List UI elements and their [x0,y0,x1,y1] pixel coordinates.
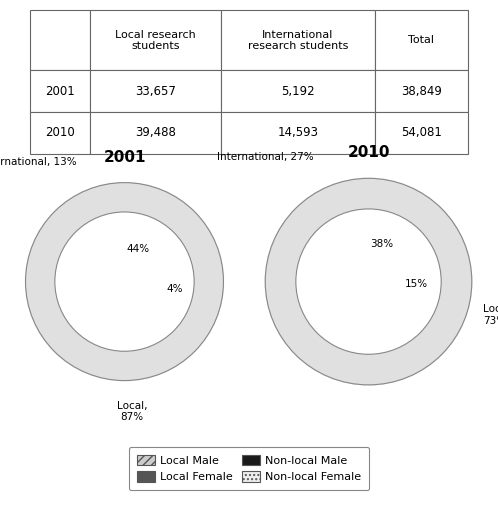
Wedge shape [297,282,418,354]
Wedge shape [55,234,150,351]
Wedge shape [310,209,369,282]
Wedge shape [296,239,369,291]
Text: 44%: 44% [126,244,149,254]
Legend: Local Male, Local Female, Non-local Male, Non-local Female: Local Male, Local Female, Non-local Male… [129,447,369,490]
Text: 9%: 9% [160,278,177,288]
Text: 12%: 12% [399,268,422,279]
Wedge shape [74,215,124,282]
Circle shape [55,212,194,351]
Title: 2010: 2010 [347,144,390,160]
Text: 15%: 15% [405,279,428,289]
Text: 38%: 38% [370,239,393,249]
Text: Local,
73%: Local, 73% [483,304,498,326]
Wedge shape [107,212,124,282]
Text: International, 27%: International, 27% [218,152,314,162]
Title: 2001: 2001 [103,150,146,164]
Wedge shape [124,212,194,346]
Wedge shape [369,209,441,334]
Circle shape [265,178,472,385]
Text: International, 13%: International, 13% [0,157,76,167]
Circle shape [25,183,224,380]
Text: 4%: 4% [166,284,183,293]
Text: 35%: 35% [387,256,410,266]
Text: Local,
87%: Local, 87% [117,401,147,422]
Circle shape [296,209,441,354]
Text: 43%: 43% [142,263,165,273]
